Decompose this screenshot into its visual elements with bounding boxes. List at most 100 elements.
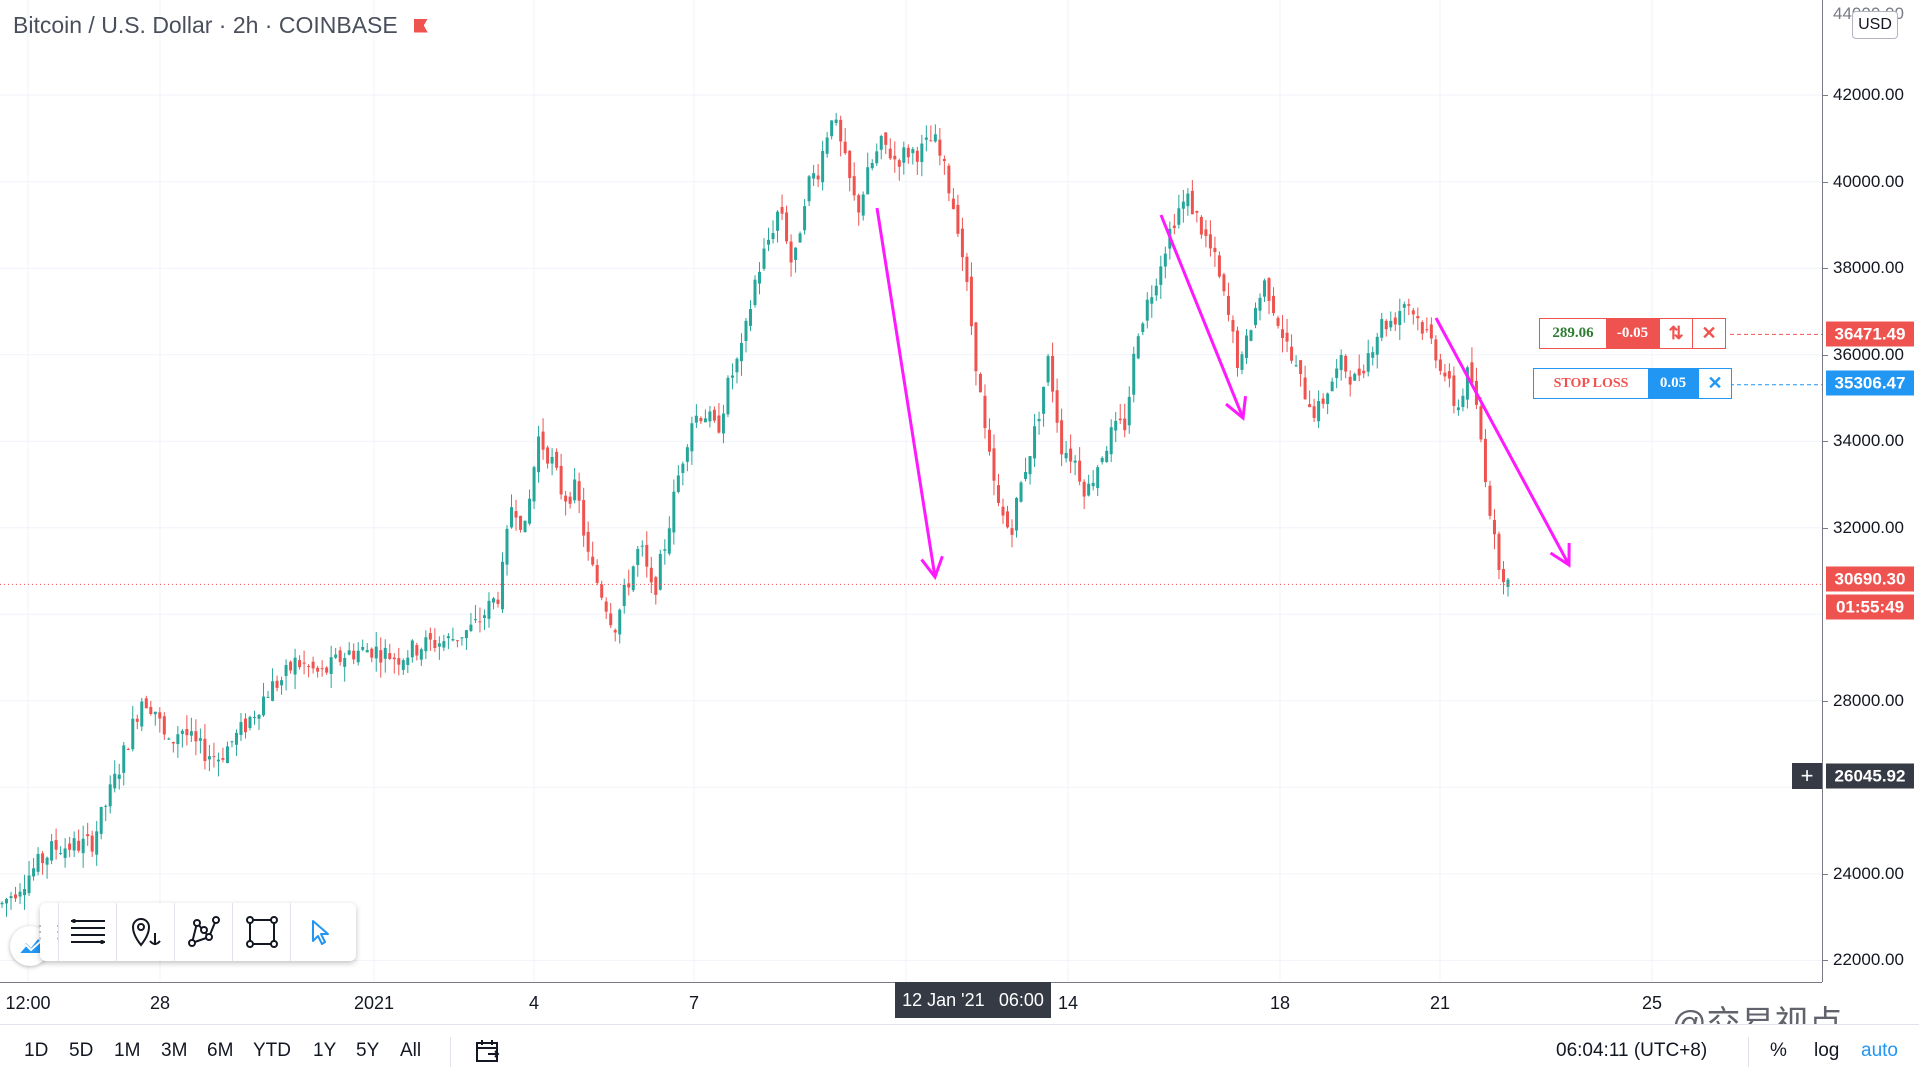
time-label: 28 [149, 993, 171, 1013]
percent-scale-toggle[interactable]: % [1770, 1040, 1787, 1061]
time-label: 14 [1057, 993, 1079, 1013]
candle-body [591, 556, 595, 565]
price-tick-label: 40000.00 [1833, 171, 1904, 191]
candle-body [329, 657, 333, 674]
candle-body [207, 756, 211, 760]
candle-body [473, 619, 477, 621]
reverse-arrows-icon[interactable]: ⇅ [1659, 319, 1692, 348]
range-6m[interactable]: 6M [207, 1040, 234, 1061]
candle-body [586, 531, 590, 552]
candle-body [153, 711, 157, 715]
candle-body [978, 373, 982, 393]
candle-body [807, 176, 811, 202]
candle-body [834, 119, 838, 123]
candle-body [1353, 373, 1357, 381]
rectangle-tool-icon[interactable] [232, 903, 290, 961]
range-5y[interactable]: 5Y [356, 1040, 380, 1061]
stop-loss-price-badge: 35306.47 [1826, 370, 1914, 396]
take-profit-qty[interactable]: -0.05 [1606, 319, 1659, 348]
candle-body [911, 149, 915, 154]
candle-body [239, 722, 243, 735]
price-tick-label: 34000.00 [1833, 431, 1904, 451]
candle-body [1186, 193, 1190, 207]
trend-arrows[interactable] [875, 207, 1571, 581]
candle-body [866, 167, 870, 195]
candle-body [478, 621, 482, 623]
candle-body [262, 696, 266, 716]
candle-body [721, 413, 725, 434]
candle-body [23, 889, 27, 896]
candle-body [658, 553, 662, 590]
symbol-title[interactable]: Bitcoin / U.S. Dollar · 2h · COINBASE [13, 12, 428, 39]
candle-body [1051, 355, 1055, 392]
close-icon[interactable]: ✕ [1692, 319, 1725, 348]
candle-body [640, 545, 644, 547]
drag-handle-icon[interactable]: ⋮⋮ [31, 921, 67, 942]
take-profit-order[interactable]: 289.06 -0.05 ⇅ ✕ [1539, 318, 1726, 349]
range-all[interactable]: All [400, 1040, 422, 1061]
candle-body [1154, 285, 1158, 296]
currency-button[interactable]: USD [1852, 11, 1898, 39]
candle-body [1380, 319, 1384, 338]
candle-body [415, 645, 419, 656]
candle-body [496, 599, 500, 604]
candle-body [298, 660, 302, 668]
pattern-tool-icon[interactable] [174, 903, 232, 961]
stop-loss-qty[interactable]: 0.05 [1648, 369, 1698, 398]
price-tick-mark [1823, 181, 1828, 183]
range-1y[interactable]: 1Y [313, 1040, 337, 1061]
candle-body [1042, 386, 1046, 414]
price-chart[interactable] [0, 0, 1822, 982]
candle-body [730, 375, 734, 378]
range-5d[interactable]: 5D [69, 1040, 94, 1061]
clock-timezone[interactable]: 06:04:11 (UTC+8) [1556, 1040, 1708, 1061]
range-1m[interactable]: 1M [114, 1040, 141, 1061]
candle-body [1136, 336, 1140, 359]
range-3m[interactable]: 3M [161, 1040, 188, 1061]
close-icon[interactable]: ✕ [1698, 369, 1731, 398]
range-1d[interactable]: 1D [24, 1040, 49, 1061]
candle-body [108, 784, 112, 807]
add-alert-plus-icon[interactable]: + [1792, 763, 1822, 789]
lines-tool-icon[interactable] [58, 903, 116, 961]
candle-body [609, 613, 613, 626]
log-scale-toggle[interactable]: log [1814, 1040, 1840, 1061]
range-ytd[interactable]: YTD [253, 1040, 291, 1061]
anchor-pin-icon[interactable] [116, 903, 174, 961]
candle-body [1037, 418, 1041, 422]
candle-body [1330, 381, 1334, 392]
candle-body [50, 841, 54, 861]
candle-body [1452, 375, 1456, 406]
chart-pane[interactable]: Bitcoin / U.S. Dollar · 2h · COINBASE 28… [0, 0, 1822, 982]
candle-body [243, 718, 247, 733]
flag-icon[interactable] [413, 18, 428, 33]
candle-body [1078, 460, 1082, 482]
cursor-icon[interactable] [290, 903, 348, 961]
candle-body [884, 132, 888, 145]
candle-body [0, 902, 4, 905]
take-profit-pnl: 289.06 [1552, 325, 1594, 341]
stop-loss-order[interactable]: STOP LOSS 0.05 ✕ [1533, 368, 1732, 399]
candle-body [1470, 362, 1474, 384]
candle-body [861, 194, 865, 216]
candle-body [446, 636, 450, 639]
candle-body [1249, 330, 1253, 341]
candle-body [126, 748, 130, 750]
trend-arrow-line [875, 207, 937, 578]
calendar-goto-icon[interactable] [474, 1038, 502, 1071]
price-tick-mark [1823, 873, 1828, 875]
price-axis[interactable]: 22000.00 24000.00 28000.00 32000.00 34000.00… [1822, 0, 1919, 982]
candle-body [1015, 497, 1019, 531]
take-profit-price-badge: 36471.49 [1826, 321, 1914, 347]
candle-body [383, 647, 387, 659]
candle-body [1375, 336, 1379, 355]
candle-body [180, 730, 184, 734]
candle-body [1024, 472, 1028, 480]
candle-body [857, 195, 861, 213]
candle-body [253, 716, 257, 718]
auto-scale-toggle[interactable]: auto [1861, 1040, 1898, 1061]
candle-body [812, 173, 816, 179]
candle-body [113, 773, 117, 789]
candle-body [361, 647, 365, 650]
candle-body [230, 741, 234, 743]
